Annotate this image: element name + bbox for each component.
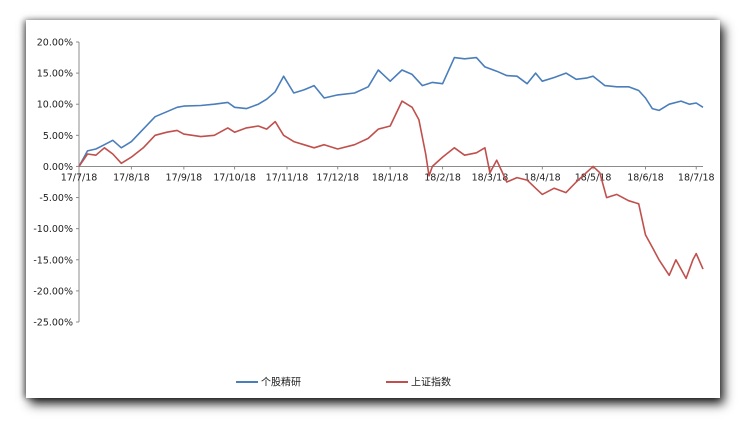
x-tick-label: 18/3/18 — [472, 172, 509, 183]
x-tick-label: 17/10/18 — [213, 172, 256, 183]
x-tick-label: 17/11/18 — [266, 172, 309, 183]
x-tick-label: 18/6/18 — [627, 172, 664, 183]
y-tick-label: 20.00% — [37, 38, 73, 49]
series-line-1 — [78, 56, 704, 167]
x-tick-label: 17/7/18 — [61, 172, 98, 183]
y-tick-label: 15.00% — [37, 69, 73, 80]
series-line-2 — [78, 100, 704, 280]
legend-label-2: 上证指数 — [411, 376, 451, 389]
x-tick-label: 17/9/18 — [166, 172, 203, 183]
y-tick-label: 5.00% — [43, 131, 73, 142]
chart-frame: 20.00% 15.00% 10.00% 5.00% 0.00% -5.00% -10.00… — [26, 20, 720, 398]
x-tick-label: 18/4/18 — [524, 172, 561, 183]
legend-label-1: 个股精研 — [261, 376, 301, 389]
line-chart: 20.00% 15.00% 10.00% 5.00% 0.00% -5.00% -10.00… — [33, 38, 715, 389]
x-tick-label: 18/2/18 — [424, 172, 461, 183]
y-tick-label: -5.00% — [39, 193, 73, 204]
y-tick-label: -25.00% — [33, 318, 73, 329]
y-tick-label: 10.00% — [37, 100, 73, 111]
y-tick-label: 0.00% — [43, 162, 73, 173]
x-tick-label: 18/5/18 — [575, 172, 612, 183]
x-tick-label: 17/8/18 — [113, 172, 150, 183]
x-tick-label: 17/12/18 — [316, 172, 359, 183]
x-tick-label: 18/1/18 — [372, 172, 409, 183]
y-tick-label: -15.00% — [33, 255, 73, 266]
y-tick-label: -20.00% — [33, 286, 73, 297]
y-tick-label: -10.00% — [33, 224, 73, 235]
x-tick-label: 18/7/18 — [678, 172, 715, 183]
